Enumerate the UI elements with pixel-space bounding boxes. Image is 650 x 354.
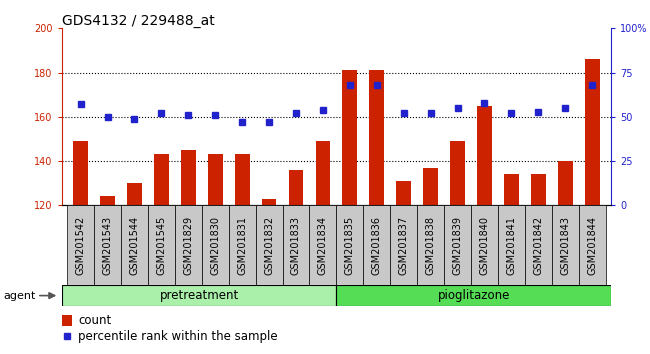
Text: agent: agent <box>3 291 36 301</box>
Bar <box>337 285 611 306</box>
Bar <box>525 205 552 285</box>
Text: percentile rank within the sample: percentile rank within the sample <box>78 330 278 343</box>
Bar <box>343 70 358 354</box>
Text: count: count <box>78 314 112 327</box>
Bar <box>578 205 606 285</box>
Bar <box>444 205 471 285</box>
Bar <box>73 141 88 354</box>
Text: GSM201839: GSM201839 <box>452 216 463 275</box>
Bar <box>127 183 142 354</box>
Text: pretreatment: pretreatment <box>159 289 239 302</box>
Bar <box>94 205 121 285</box>
Text: GSM201835: GSM201835 <box>345 216 355 275</box>
Bar <box>148 205 175 285</box>
Text: GSM201844: GSM201844 <box>587 216 597 275</box>
Text: GSM201833: GSM201833 <box>291 216 301 275</box>
Bar <box>121 205 148 285</box>
Bar <box>558 161 573 354</box>
Bar <box>202 205 229 285</box>
Text: GSM201841: GSM201841 <box>506 216 516 275</box>
Bar <box>100 196 115 354</box>
Text: GSM201829: GSM201829 <box>183 216 193 275</box>
Bar <box>235 154 250 354</box>
Bar <box>471 205 498 285</box>
Bar <box>423 168 438 354</box>
Text: GSM201830: GSM201830 <box>210 216 220 275</box>
Text: GSM201842: GSM201842 <box>533 216 543 275</box>
Bar <box>337 205 363 285</box>
Text: GSM201544: GSM201544 <box>129 216 140 275</box>
Bar <box>390 205 417 285</box>
Bar <box>229 205 255 285</box>
Bar <box>417 205 444 285</box>
Text: GSM201837: GSM201837 <box>398 216 409 275</box>
Bar <box>62 315 72 326</box>
Text: GSM201831: GSM201831 <box>237 216 247 275</box>
Text: GSM201543: GSM201543 <box>103 216 112 275</box>
Bar <box>369 70 384 354</box>
Text: GSM201542: GSM201542 <box>75 216 86 275</box>
Bar <box>289 170 304 354</box>
Bar <box>262 199 276 354</box>
Text: GSM201545: GSM201545 <box>157 216 166 275</box>
Bar <box>315 141 330 354</box>
Text: GSM201840: GSM201840 <box>480 216 489 275</box>
Text: GSM201836: GSM201836 <box>372 216 382 275</box>
Text: GSM201834: GSM201834 <box>318 216 328 275</box>
Bar <box>309 205 337 285</box>
Text: GSM201832: GSM201832 <box>264 216 274 275</box>
Bar <box>363 205 390 285</box>
Bar <box>477 106 492 354</box>
Bar <box>154 154 169 354</box>
Bar <box>396 181 411 354</box>
Bar <box>208 154 222 354</box>
Bar <box>255 205 283 285</box>
Bar <box>552 205 578 285</box>
Bar <box>504 174 519 354</box>
Bar <box>175 205 202 285</box>
Text: pioglitazone: pioglitazone <box>437 289 510 302</box>
Text: GDS4132 / 229488_at: GDS4132 / 229488_at <box>62 14 214 28</box>
Bar <box>531 174 546 354</box>
Bar <box>283 205 309 285</box>
Bar <box>585 59 599 354</box>
Bar <box>498 205 525 285</box>
Bar <box>181 150 196 354</box>
Bar <box>67 205 94 285</box>
Bar <box>450 141 465 354</box>
Text: GSM201838: GSM201838 <box>426 216 436 275</box>
Bar <box>62 285 337 306</box>
Text: GSM201843: GSM201843 <box>560 216 570 275</box>
